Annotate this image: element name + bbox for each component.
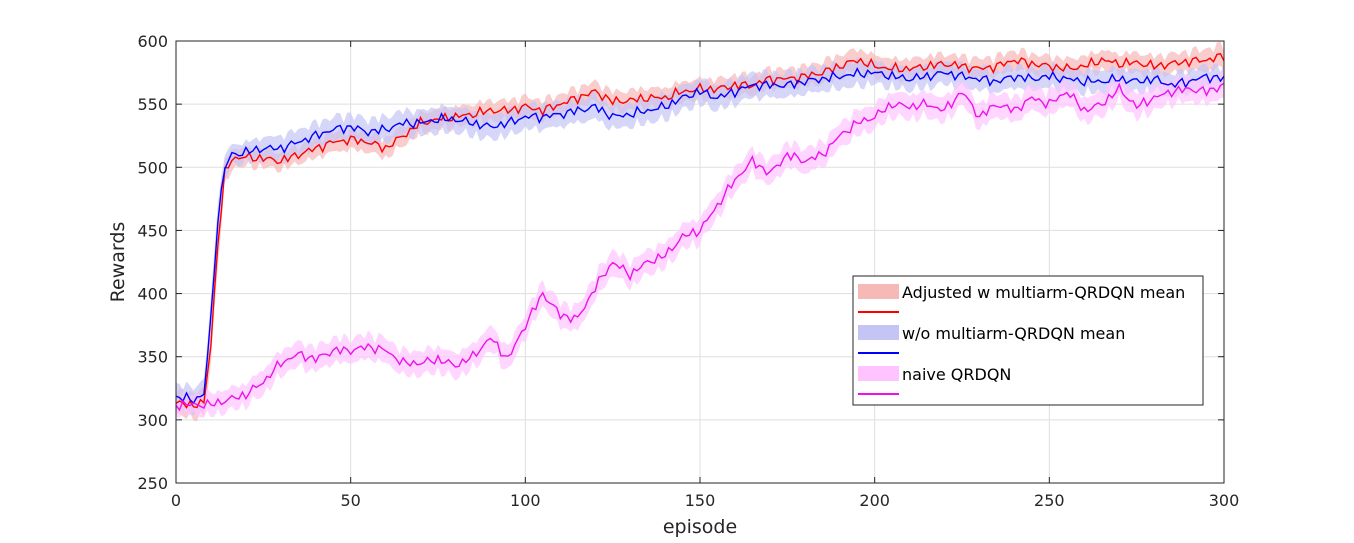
x-tick-label-4: 200 [859, 491, 890, 510]
x-tick-label-0: 0 [171, 491, 181, 510]
confidence-bands [176, 41, 1224, 422]
legend-patch-naive [858, 366, 899, 381]
y-axis-ticks: 250 300 350 400 450 500 550 600 [137, 32, 1224, 493]
legend-patch-wo-multiarm [858, 325, 899, 340]
line-adjusted [175, 53, 1225, 409]
y-tick-label-6: 550 [137, 95, 168, 114]
legend-label-naive: naive QRDQN [902, 365, 1011, 384]
y-tick-label-3: 400 [137, 285, 168, 304]
y-tick-label-5: 500 [137, 158, 168, 177]
series-lines [175, 53, 1225, 412]
x-axis-ticks: 0 50 100 150 200 250 300 [171, 41, 1239, 510]
legend-label-adjusted: Adjusted w multiarm-QRDQN mean [902, 283, 1185, 302]
y-tick-label-4: 450 [137, 221, 168, 240]
line-wo-multiarm [175, 67, 1225, 405]
x-tick-label-2: 100 [510, 491, 541, 510]
band-naive [176, 69, 1224, 419]
x-axis-label: episode [663, 516, 737, 538]
x-tick-label-1: 50 [340, 491, 360, 510]
x-tick-label-6: 300 [1209, 491, 1240, 510]
legend: Adjusted w multiarm-QRDQN mean w/o multi… [852, 275, 1204, 406]
x-tick-label-3: 150 [685, 491, 716, 510]
legend-box [852, 275, 1204, 406]
y-tick-label-0: 250 [137, 474, 168, 493]
y-axis-label: Rewards [107, 222, 129, 303]
x-tick-label-5: 250 [1034, 491, 1065, 510]
y-tick-label-2: 350 [137, 348, 168, 367]
line-naive [175, 82, 1225, 412]
y-tick-label-1: 300 [137, 411, 168, 430]
legend-patch-adjusted [858, 284, 899, 299]
y-tick-label-7: 600 [137, 32, 168, 51]
legend-label-wo-multiarm: w/o multiarm-QRDQN mean [902, 324, 1125, 343]
